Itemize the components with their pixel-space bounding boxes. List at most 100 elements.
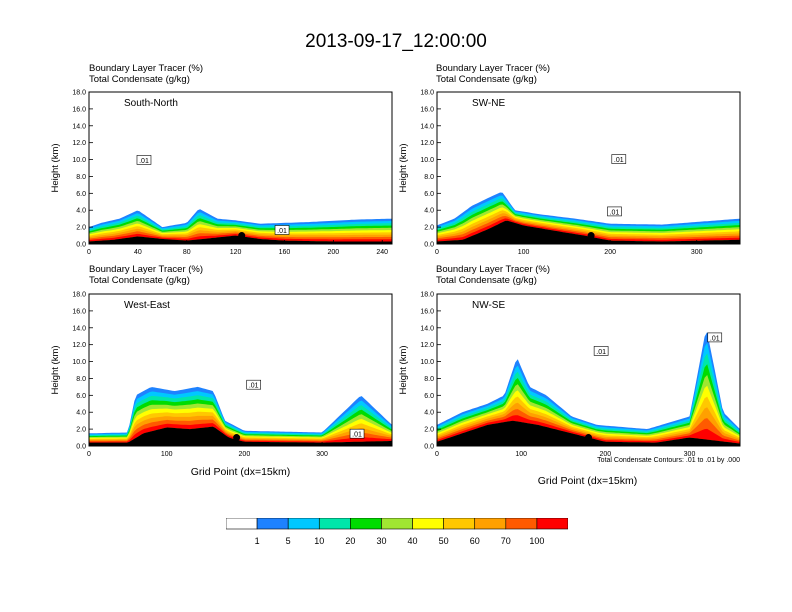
x-tick-label: 0 [87,249,91,256]
x-tick-label: 240 [376,249,388,256]
tracer-field [89,209,392,244]
field-title-tracer: Boundary Layer Tracer (%) [436,63,551,74]
terrain [437,420,740,446]
contour-label-box [611,154,627,164]
colorbar-swatch [256,518,289,530]
terrain [89,235,392,244]
y-tick-label: 10.0 [72,359,86,366]
colorbar-label: 100 [529,536,545,546]
y-tick-label: 6.0 [76,191,86,198]
panel-header-sw-ne: Boundary Layer Tracer (%) Total Condensa… [436,63,550,85]
x-tick-label: 200 [328,249,340,256]
colorbar [226,518,568,530]
contour-note: Total Condensate Contours: .01 to .01 by… [597,457,740,464]
contour-label-box [274,225,290,235]
x-tick-label: 100 [518,249,530,256]
contour-label-box [593,346,609,356]
y-tick-label: 6.0 [424,393,434,400]
location-marker [585,434,592,442]
y-tick-label: 2.0 [76,225,86,232]
colorbar-swatch [350,518,382,530]
colorbar-label: 40 [407,536,418,546]
contour-label: .01 [277,228,287,235]
colorbar-label: 1 [254,536,260,546]
contour-label-box [349,428,365,439]
panel-name: South-North [124,98,178,109]
y-tick-label: 14.0 [420,325,434,332]
panel-name: West-East [124,300,170,311]
field-title-tracer: Boundary Layer Tracer (%) [89,63,204,74]
y-tick-label: 6.0 [76,393,86,400]
y-tick-label: 0.0 [76,444,86,451]
x-tick-label: 100 [515,451,527,458]
y-tick-label: 6.0 [424,191,434,198]
contour-label-box [246,379,262,390]
y-tick-label: 8.0 [424,376,434,383]
field-title-condensate: Total Condensate (g/kg) [89,275,190,286]
panel-header-south-north: Boundary Layer Tracer (%) Total Condensa… [89,63,203,85]
panel-west-east: 0 100 200 300 0.0 2.0 4.0 6.0 8.0 10.0 12.0 14.0 16.… [50,292,393,458]
y-tick-label: 10.0 [420,157,434,164]
colorbar-label: 20 [345,536,356,546]
field-title-condensate: Total Condensate (g/kg) [436,74,537,85]
field-title-tracer: Boundary Layer Tracer (%) [89,264,204,275]
y-tick-label: 8.0 [424,174,434,181]
plot-frame [436,293,741,447]
y-tick-label: 14.0 [72,123,86,130]
tracer-band-10 [89,233,392,242]
contour-label: .01 [249,383,259,390]
colorbar-label: 10 [314,536,325,546]
plot-frame [88,91,393,245]
contour-label-box [136,155,152,165]
colorbar-swatch [287,518,320,530]
y-tick-label: 16.0 [72,308,86,315]
terrain [437,220,740,244]
tracer-band-6 [437,207,740,242]
y-axis-title: Height (km) [50,143,61,192]
y-tick-label: 4.0 [424,208,434,215]
y-tick-label: 4.0 [76,410,86,417]
y-tick-label: 16.0 [420,106,434,113]
x-tick-label: 300 [316,451,328,458]
main-title: 2013-09-17_12:00:00 [305,31,487,52]
location-marker [238,232,246,240]
y-tick-label: 16.0 [72,106,86,113]
panel-name: NW-SE [472,300,505,311]
x-tick-label: 40 [134,249,142,256]
y-tick-label: 18.0 [72,292,86,299]
y-tick-label: 12.0 [420,140,434,147]
terrain [89,426,392,446]
y-tick-label: 10.0 [72,157,86,164]
panel-name: SW-NE [472,98,505,109]
x-tick-label: 160 [279,249,291,256]
colorbar-swatch [536,518,568,530]
panel-sw-ne: 0 100 200 300 0.0 2.0 4.0 6.0 8.0 10.0 12.0 14.0 16.… [398,90,741,256]
contour-label-box [607,206,622,217]
colorbar-label: 30 [376,536,387,546]
colorbar-swatch [318,518,351,530]
x-tick-label: 200 [604,249,616,256]
x-tick-label: 80 [183,249,191,256]
colorbar-swatch [505,518,538,530]
contour-label: .01 [596,349,606,356]
y-tick-label: 0.0 [76,242,86,249]
y-tick-label: 12.0 [72,140,86,147]
colorbar-swatch [226,518,258,530]
y-tick-label: 16.0 [420,308,434,315]
y-axis-title: Height (km) [398,143,409,192]
x-tick-label: 120 [230,249,242,256]
field-title-condensate: Total Condensate (g/kg) [436,275,537,286]
y-tick-label: 2.0 [424,225,434,232]
colorbar-label: 70 [500,536,511,546]
contour-label: .01 [139,158,149,165]
x-tick-label: 0 [435,451,439,458]
y-tick-label: 14.0 [72,325,86,332]
x-axis-title-left: Grid Point (dx=15km) [190,466,291,478]
contour-label: .01 [710,335,720,342]
field-title-tracer: Boundary Layer Tracer (%) [436,264,551,275]
tracer-band-5 [437,375,740,444]
colorbar-swatch [443,518,476,530]
location-marker [587,232,595,240]
tracer-field [437,192,740,244]
x-axis-title-right: Grid Point (dx=15km) [537,475,638,487]
